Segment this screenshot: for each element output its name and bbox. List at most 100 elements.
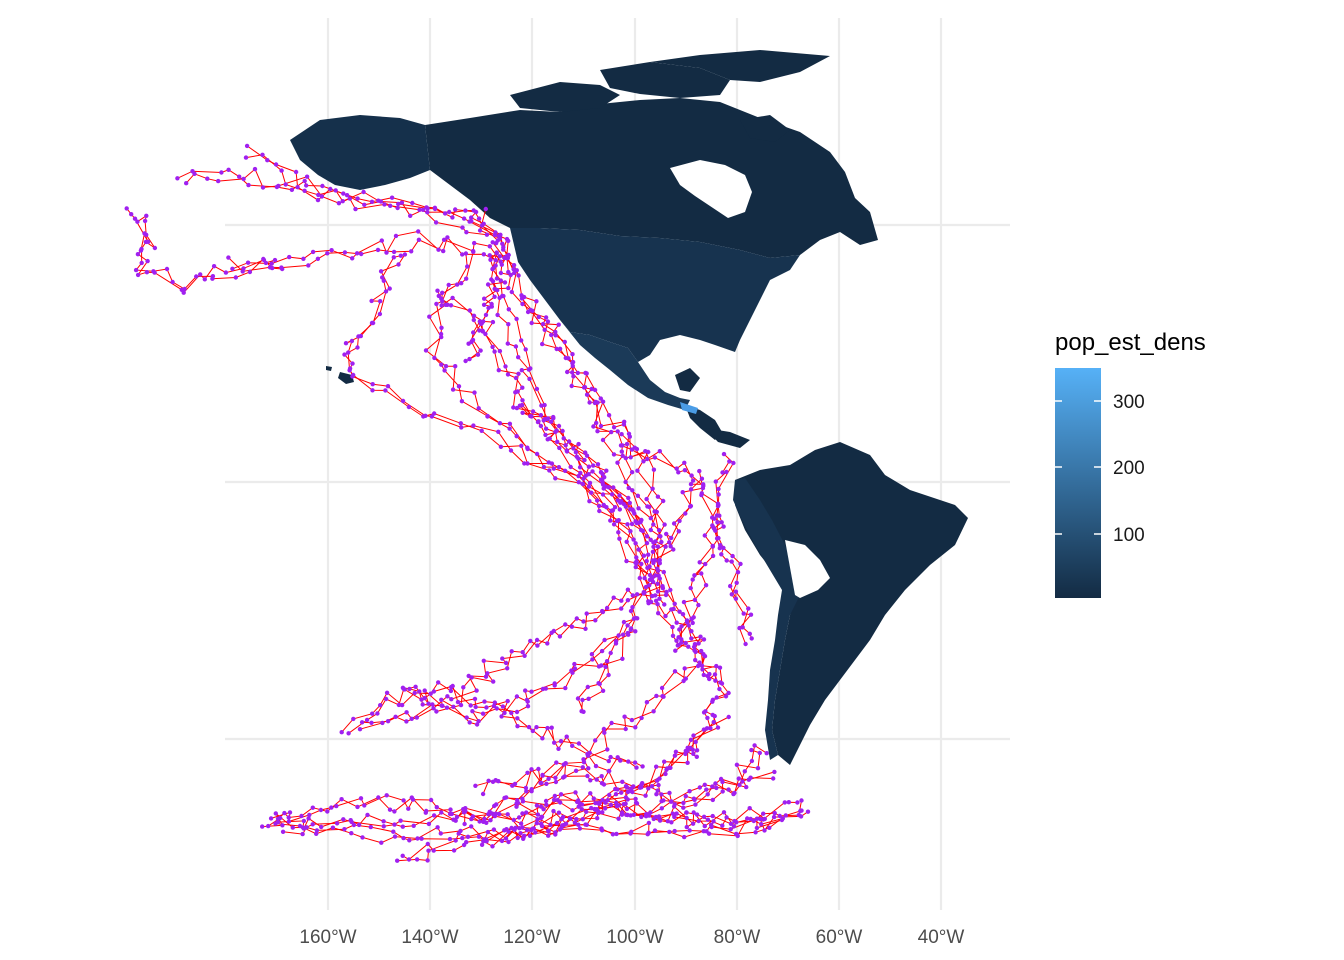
track-point <box>614 831 619 837</box>
track-point <box>432 205 438 210</box>
track-point <box>460 835 465 841</box>
track-point <box>561 436 566 441</box>
track-point <box>625 587 631 592</box>
track-point <box>659 539 664 545</box>
track-point <box>628 455 633 460</box>
track-point <box>412 690 417 696</box>
track-point <box>731 460 736 466</box>
track-point <box>460 225 465 230</box>
track-point <box>444 705 450 710</box>
track-point <box>504 236 510 242</box>
track-point <box>392 834 398 839</box>
track-point <box>471 249 476 254</box>
track-point <box>608 650 613 656</box>
track-point <box>672 814 677 820</box>
track-point <box>570 352 575 357</box>
track-point <box>654 792 659 797</box>
track-point <box>534 725 539 730</box>
track-point <box>733 831 739 837</box>
track-point <box>683 794 688 799</box>
track-point <box>657 576 662 581</box>
track-point <box>583 473 588 478</box>
track-point <box>471 330 476 335</box>
track-point <box>562 774 567 779</box>
track-point <box>273 162 279 167</box>
track-point <box>576 473 581 479</box>
track-point <box>473 704 478 710</box>
track-point <box>631 537 636 542</box>
track-point <box>646 813 652 818</box>
track-point <box>570 359 576 365</box>
track-point <box>720 789 725 794</box>
track-point <box>424 205 429 210</box>
track-point <box>520 398 525 403</box>
track-point <box>451 848 457 853</box>
track-point <box>546 833 551 838</box>
storm-track <box>602 473 723 684</box>
track-point <box>593 800 598 806</box>
track-point <box>687 828 692 833</box>
track-point <box>472 696 478 702</box>
track-point <box>572 661 577 667</box>
track-point <box>611 452 617 457</box>
track-point <box>426 848 431 853</box>
track-point <box>525 309 531 315</box>
track-point <box>515 716 520 721</box>
track-point <box>247 269 253 275</box>
track-point <box>329 248 334 253</box>
track-point <box>629 521 635 527</box>
track-point <box>633 629 638 634</box>
track-point <box>771 814 777 820</box>
track-point <box>705 715 710 721</box>
track-point <box>516 815 522 820</box>
track-point <box>677 518 682 524</box>
track-point <box>746 606 751 611</box>
track-point <box>219 170 224 175</box>
track-point <box>642 576 647 581</box>
track-point <box>545 641 550 646</box>
track-point <box>467 308 472 313</box>
track-point <box>152 270 157 275</box>
track-point <box>624 441 630 447</box>
track-point <box>391 255 396 260</box>
track-point <box>553 775 558 780</box>
track-point <box>273 811 278 816</box>
track-point <box>653 598 659 603</box>
track-point <box>703 583 709 588</box>
arctic-island-1 <box>510 82 620 112</box>
track-point <box>450 295 455 301</box>
track-point <box>145 258 150 264</box>
track-point <box>513 375 519 381</box>
track-point <box>651 709 656 714</box>
track-point <box>563 821 569 826</box>
track-point <box>491 679 496 684</box>
track-point <box>290 825 295 830</box>
track-point <box>487 244 492 249</box>
track-point <box>135 272 141 278</box>
track-point <box>698 634 703 639</box>
track-point <box>455 699 461 705</box>
track-point <box>454 814 460 820</box>
track-point <box>648 527 653 533</box>
track-point <box>530 409 536 414</box>
track-point <box>628 627 633 632</box>
track-point <box>631 784 636 789</box>
track-point <box>606 672 611 678</box>
track-point <box>564 448 569 453</box>
caribbean-island-1 <box>705 428 750 448</box>
track-point <box>581 385 587 390</box>
track-point <box>243 155 249 160</box>
track-point <box>563 622 568 627</box>
track-point <box>384 250 389 255</box>
track-point <box>591 424 596 429</box>
track-point <box>591 463 596 468</box>
track-point <box>480 328 485 333</box>
track-point <box>438 331 444 337</box>
track-point <box>762 828 767 833</box>
track-point <box>576 741 582 746</box>
track-point <box>599 774 604 779</box>
track-point <box>564 734 569 739</box>
track-point <box>589 490 594 495</box>
track-point <box>740 779 745 784</box>
track-point <box>472 240 477 246</box>
